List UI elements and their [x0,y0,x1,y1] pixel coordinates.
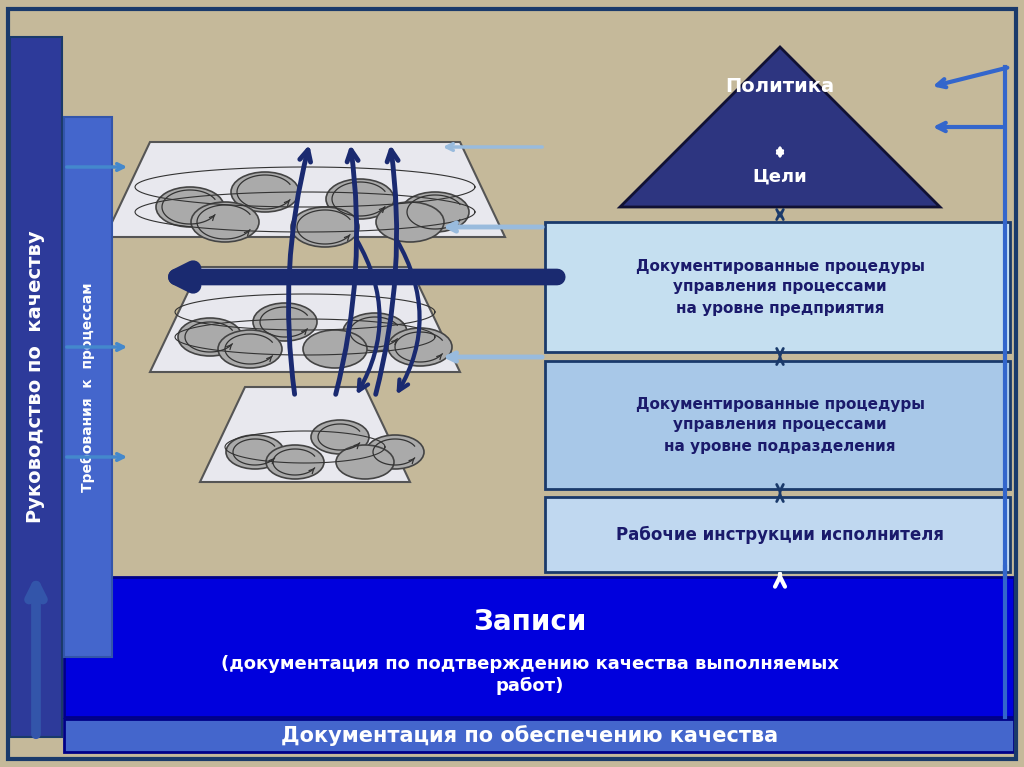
Ellipse shape [253,303,317,341]
Text: Руководство по  качеству: Руководство по качеству [27,231,45,523]
Ellipse shape [401,192,469,232]
Ellipse shape [326,179,394,219]
FancyBboxPatch shape [545,361,1010,489]
Ellipse shape [336,445,394,479]
Ellipse shape [376,202,444,242]
Polygon shape [105,142,505,237]
Text: Документированные процедуры
управления процессами
на уровне предприятия: Документированные процедуры управления п… [636,258,925,315]
Polygon shape [150,267,460,372]
Text: Записи: Записи [473,607,587,636]
FancyBboxPatch shape [63,117,112,657]
Text: Документация по обеспечению качества: Документация по обеспечению качества [282,725,778,746]
Text: Требования  к  процессам: Требования к процессам [81,282,95,492]
Ellipse shape [343,313,407,351]
Ellipse shape [226,435,284,469]
Text: Документированные процедуры
управления процессами
на уровне подразделения: Документированные процедуры управления п… [636,397,925,453]
Ellipse shape [266,445,324,479]
Polygon shape [620,47,940,207]
Polygon shape [200,387,410,482]
Ellipse shape [311,420,369,454]
Ellipse shape [291,207,359,247]
Text: Рабочие инструкции исполнителя: Рабочие инструкции исполнителя [616,525,944,544]
Ellipse shape [388,328,452,366]
Ellipse shape [303,330,367,368]
Ellipse shape [231,172,299,212]
Text: Политика: Политика [725,77,835,97]
Ellipse shape [218,330,282,368]
Ellipse shape [366,435,424,469]
FancyBboxPatch shape [545,222,1010,352]
FancyBboxPatch shape [10,37,62,737]
Ellipse shape [156,187,224,227]
Ellipse shape [178,318,242,356]
FancyBboxPatch shape [545,497,1010,572]
Text: Цели: Цели [753,168,807,186]
Text: (документация по подтверждению качества выполняемых
работ): (документация по подтверждению качества … [221,655,839,695]
FancyBboxPatch shape [63,719,1014,752]
Ellipse shape [191,202,259,242]
FancyBboxPatch shape [63,577,1014,717]
